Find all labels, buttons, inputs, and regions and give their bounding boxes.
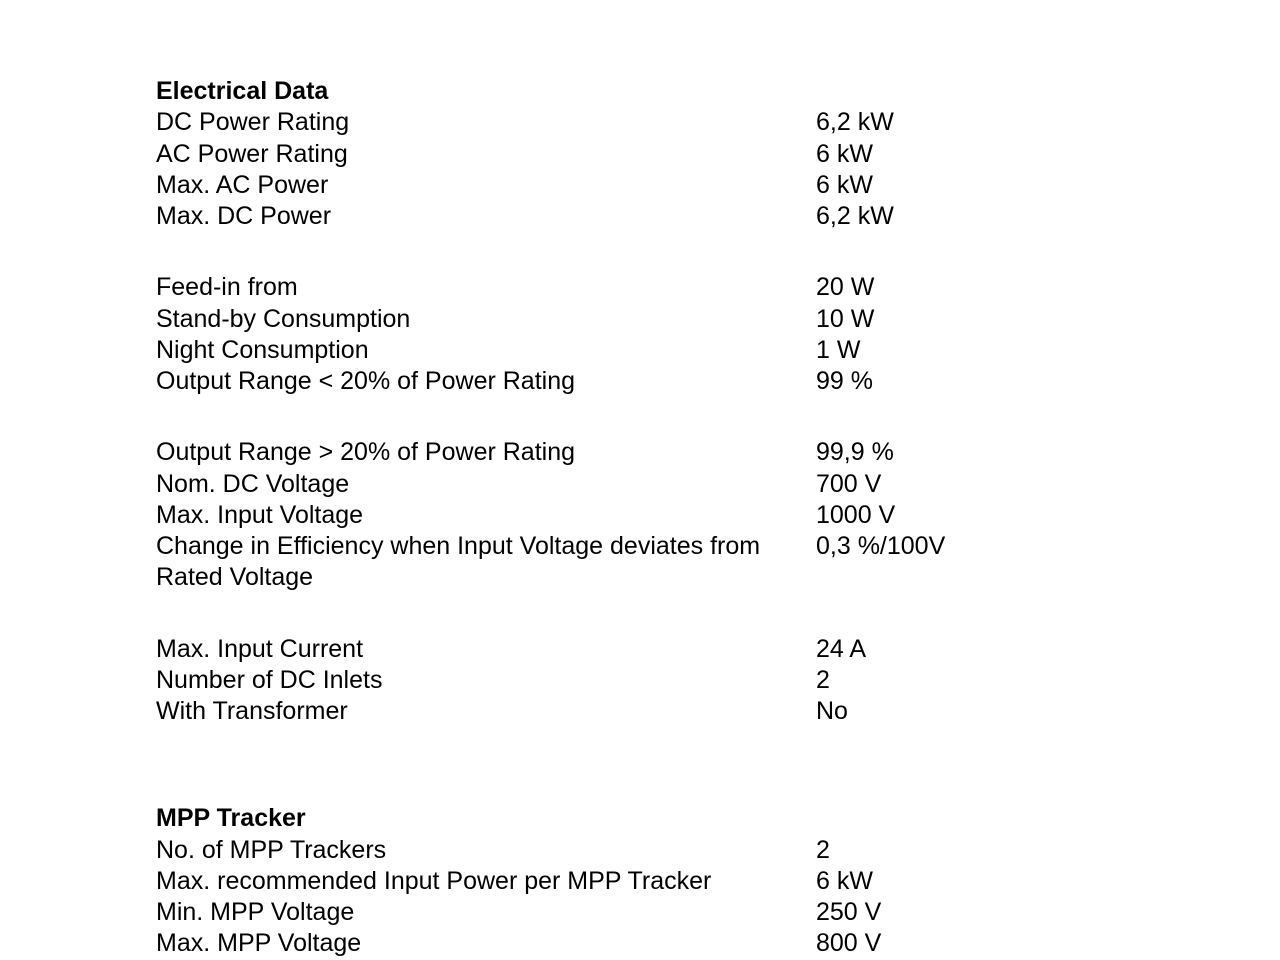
spec-value: 1000 V: [816, 500, 1280, 531]
spec-value: 6 kW: [816, 170, 1280, 201]
spec-label: Night Consumption: [156, 335, 816, 366]
spec-label: Output Range > 20% of Power Rating: [156, 437, 816, 468]
spec-row: Min. MPP Voltage 250 V: [156, 897, 1280, 928]
spec-label: Stand-by Consumption: [156, 304, 816, 335]
spec-label: Min. MPP Voltage: [156, 897, 816, 928]
mpp-heading: MPP Tracker: [156, 803, 1280, 834]
spec-row: DC Power Rating 6,2 kW: [156, 107, 1280, 138]
spec-value: 99 %: [816, 366, 1280, 397]
spec-value: 99,9 %: [816, 437, 1280, 468]
spec-row: Max. AC Power 6 kW: [156, 170, 1280, 201]
spec-value: 6,2 kW: [816, 107, 1280, 138]
spec-value: 24 A: [816, 634, 1280, 665]
spec-row: Number of DC Inlets 2: [156, 665, 1280, 696]
spec-label: Max. Input Voltage: [156, 500, 816, 531]
spec-label: Output Range < 20% of Power Rating: [156, 366, 816, 397]
spec-row: Max. Input Current 24 A: [156, 634, 1280, 665]
spec-label: No. of MPP Trackers: [156, 835, 816, 866]
spec-row: Night Consumption 1 W: [156, 335, 1280, 366]
electrical-heading: Electrical Data: [156, 76, 1280, 107]
spec-label: Feed-in from: [156, 272, 816, 303]
spec-label: With Transformer: [156, 696, 816, 727]
spec-value: No: [816, 696, 1280, 727]
spec-value: 0,3 %/100V: [816, 531, 1280, 594]
spec-row: No. of MPP Trackers 2: [156, 835, 1280, 866]
spec-value: 250 V: [816, 897, 1280, 928]
spec-row: Change in Efficiency when Input Voltage …: [156, 531, 1280, 594]
spec-row: With Transformer No: [156, 696, 1280, 727]
spec-row: Feed-in from 20 W: [156, 272, 1280, 303]
spec-row: Nom. DC Voltage 700 V: [156, 469, 1280, 500]
spec-label: Change in Efficiency when Input Voltage …: [156, 531, 816, 594]
spec-label: Max. Input Current: [156, 634, 816, 665]
spec-row: Output Range < 20% of Power Rating 99 %: [156, 366, 1280, 397]
spec-row: Output Range > 20% of Power Rating 99,9 …: [156, 437, 1280, 468]
spec-row: Max. Input Voltage 1000 V: [156, 500, 1280, 531]
spec-label: AC Power Rating: [156, 139, 816, 170]
spec-value: 6,2 kW: [816, 201, 1280, 232]
spec-value: 800 V: [816, 928, 1280, 959]
spec-label: DC Power Rating: [156, 107, 816, 138]
spec-value: 700 V: [816, 469, 1280, 500]
spec-label: Max. MPP Voltage: [156, 928, 816, 959]
spec-row: Max. DC Power 6,2 kW: [156, 201, 1280, 232]
spec-row: AC Power Rating 6 kW: [156, 139, 1280, 170]
spec-row: Max. recommended Input Power per MPP Tra…: [156, 866, 1280, 897]
spec-value: 20 W: [816, 272, 1280, 303]
spec-row: Stand-by Consumption 10 W: [156, 304, 1280, 335]
spec-label: Nom. DC Voltage: [156, 469, 816, 500]
spec-value: 2: [816, 835, 1280, 866]
spec-value: 6 kW: [816, 139, 1280, 170]
spec-value: 10 W: [816, 304, 1280, 335]
spec-row: Max. MPP Voltage 800 V: [156, 928, 1280, 959]
spec-value: 6 kW: [816, 866, 1280, 897]
spec-value: 2: [816, 665, 1280, 696]
spec-label: Max. AC Power: [156, 170, 816, 201]
spec-label: Max. recommended Input Power per MPP Tra…: [156, 866, 816, 897]
spec-label: Max. DC Power: [156, 201, 816, 232]
spec-label: Number of DC Inlets: [156, 665, 816, 696]
spec-value: 1 W: [816, 335, 1280, 366]
